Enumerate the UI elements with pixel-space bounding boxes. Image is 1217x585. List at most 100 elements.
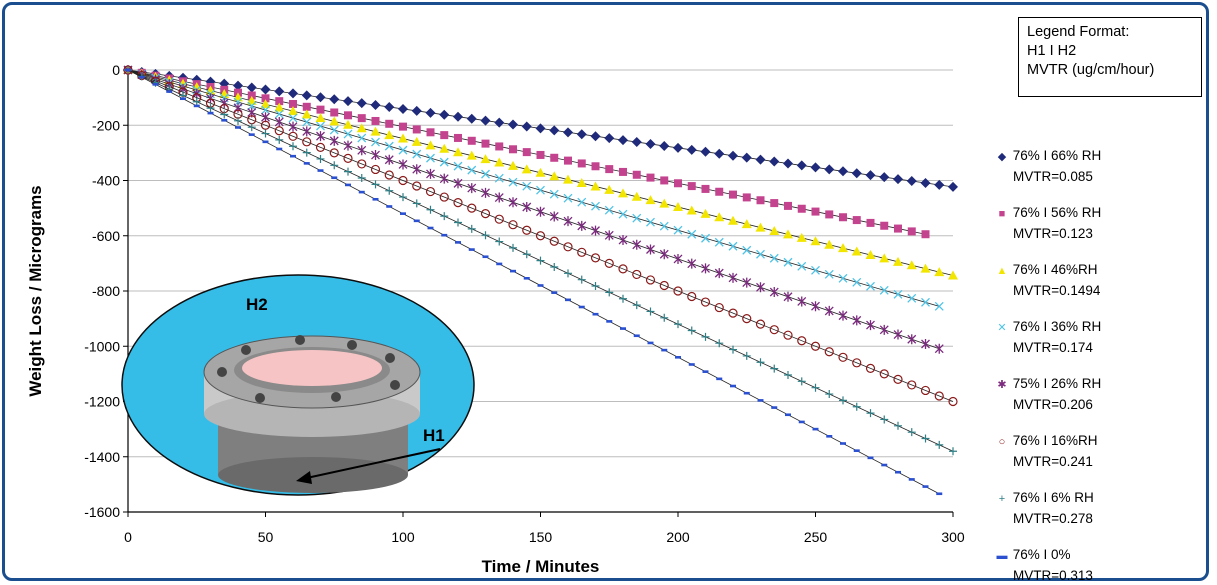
data-point (522, 225, 532, 235)
data-point (605, 165, 614, 174)
data-point (631, 137, 642, 148)
data-point (563, 242, 573, 252)
data-point (371, 137, 380, 147)
bolt-hole (217, 367, 227, 377)
data-point (852, 402, 861, 411)
data-point (260, 120, 271, 130)
data-point (659, 221, 669, 231)
data-point (605, 288, 614, 297)
data-point (839, 396, 847, 405)
data-point (907, 428, 916, 437)
data-point (894, 224, 902, 233)
bolt-hole (347, 340, 357, 350)
legend-mvtr-value: MVTR=0.1494 (1013, 283, 1101, 298)
data-point (384, 141, 394, 151)
data-point (289, 142, 297, 151)
data-point (276, 147, 283, 151)
data-point (591, 162, 600, 171)
data-point (302, 102, 311, 111)
x-tick-label: 250 (804, 529, 828, 545)
data-point (453, 147, 463, 157)
data-point (577, 159, 586, 168)
data-point (576, 129, 587, 140)
data-point (481, 139, 490, 148)
data-point (674, 320, 682, 329)
data-point (632, 239, 642, 250)
legend-series-name: 76% I 0% (1009, 547, 1071, 562)
data-point (811, 265, 820, 275)
data-point (880, 221, 889, 230)
data-point (180, 97, 186, 101)
data-point (934, 267, 945, 277)
data-point (907, 334, 917, 345)
data-point (702, 370, 709, 373)
data-point (261, 94, 270, 103)
data-point (453, 161, 463, 171)
data-point (510, 269, 516, 273)
data-point (824, 269, 834, 279)
legend-marker-icon: ✱ (997, 379, 1007, 391)
data-point (494, 173, 504, 183)
data-point (853, 449, 860, 452)
data-point (729, 190, 737, 199)
data-point (865, 363, 876, 373)
data-point (467, 224, 476, 233)
trend-line (127, 69, 954, 402)
data-point (743, 391, 750, 395)
data-point (728, 150, 738, 161)
data-point (756, 249, 765, 259)
data-point (618, 235, 628, 246)
data-point (632, 301, 641, 310)
data-point (207, 111, 214, 115)
data-point (783, 229, 793, 239)
data-point (454, 133, 462, 142)
data-point (701, 263, 710, 274)
data-point (274, 126, 284, 136)
data-point (825, 390, 834, 399)
data-point (345, 183, 351, 187)
legend-series-name: 76% I 16%RH (1009, 433, 1098, 448)
data-point (235, 126, 241, 129)
data-point (824, 347, 834, 357)
data-point (770, 364, 779, 373)
data-point (220, 110, 229, 119)
data-point (536, 206, 545, 217)
data-point (797, 336, 807, 346)
data-point (810, 341, 821, 351)
data-point (935, 440, 944, 449)
data-point (247, 123, 256, 132)
data-point (412, 149, 422, 159)
data-point (439, 173, 449, 184)
data-point (578, 305, 585, 309)
data-point (906, 176, 917, 187)
data-point (537, 284, 544, 287)
legend-marker-icon: ▬ (996, 550, 1008, 562)
data-point (728, 241, 738, 251)
data-point (522, 250, 531, 259)
data-point (481, 231, 490, 240)
legend-mvtr-value: MVTR=0.123 (1013, 226, 1093, 241)
data-point (591, 282, 600, 291)
data-point (674, 179, 682, 188)
data-point (824, 164, 835, 175)
data-point (549, 189, 559, 199)
h1-label: H1 (423, 426, 445, 445)
data-point (921, 230, 930, 239)
data-point (686, 205, 697, 215)
data-point (811, 383, 820, 392)
data-point (494, 214, 504, 224)
data-point (261, 105, 270, 115)
data-point (783, 330, 793, 340)
data-point (894, 421, 902, 430)
legend-format-line-3: MVTR (ug/cm/hour) (1027, 62, 1155, 78)
data-point (426, 168, 435, 179)
data-point (604, 230, 614, 241)
data-point (343, 140, 353, 151)
legend-entry: + 76% I 6% RH MVTR=0.278 (995, 488, 1094, 528)
data-point (357, 133, 367, 143)
data-point (398, 103, 408, 114)
data-point (577, 220, 587, 231)
legend-marker-icon: ◆ (997, 151, 1007, 163)
data-point (936, 492, 943, 496)
legend-marker-icon: ▲ (996, 265, 1008, 277)
